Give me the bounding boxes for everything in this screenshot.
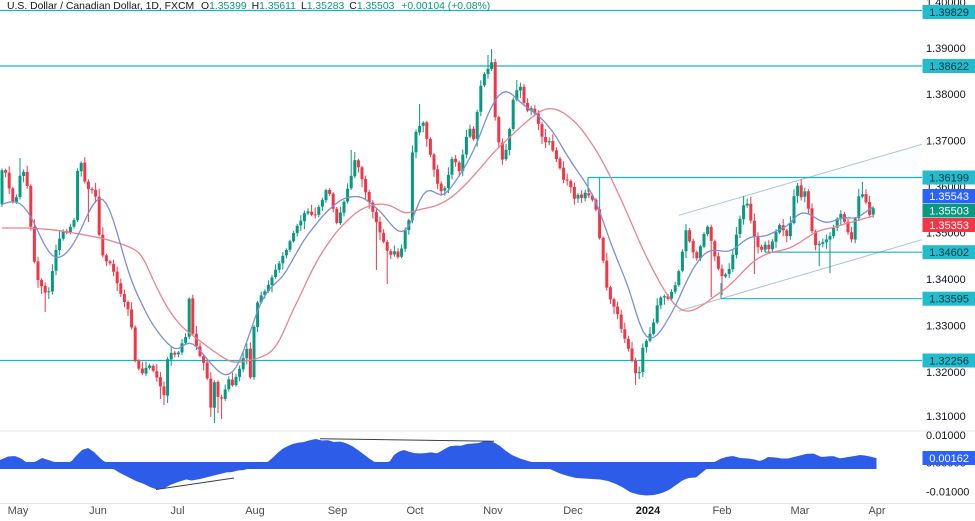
svg-text:Feb: Feb bbox=[713, 505, 732, 517]
svg-text:Sep: Sep bbox=[328, 505, 348, 517]
svg-text:1.39000: 1.39000 bbox=[926, 43, 966, 55]
svg-text:1.35503: 1.35503 bbox=[929, 205, 969, 217]
svg-text:May: May bbox=[8, 505, 29, 517]
svg-text:1.38622: 1.38622 bbox=[929, 61, 969, 73]
svg-text:1.34000: 1.34000 bbox=[926, 274, 966, 286]
svg-text:Aug: Aug bbox=[245, 505, 265, 517]
svg-text:1.33000: 1.33000 bbox=[926, 320, 966, 332]
svg-text:1.34602: 1.34602 bbox=[929, 247, 969, 259]
svg-text:1.37000: 1.37000 bbox=[926, 135, 966, 147]
svg-text:1.35353: 1.35353 bbox=[929, 220, 969, 232]
svg-text:1.36199: 1.36199 bbox=[929, 172, 969, 184]
svg-text:Dec: Dec bbox=[563, 505, 583, 517]
svg-text:1.38000: 1.38000 bbox=[926, 89, 966, 101]
svg-text:0.01000: 0.01000 bbox=[926, 430, 966, 442]
svg-text:1.35543: 1.35543 bbox=[929, 191, 969, 203]
svg-text:Nov: Nov bbox=[483, 505, 503, 517]
svg-text:Apr: Apr bbox=[868, 505, 885, 517]
svg-text:-0.01000: -0.01000 bbox=[926, 486, 969, 498]
svg-text:Mar: Mar bbox=[791, 505, 810, 517]
svg-text:1.40000: 1.40000 bbox=[926, 0, 966, 9]
svg-text:0.00162: 0.00162 bbox=[929, 453, 969, 465]
svg-text:1.32256: 1.32256 bbox=[929, 355, 969, 367]
svg-text:1.39829: 1.39829 bbox=[929, 7, 969, 19]
svg-text:1.32000: 1.32000 bbox=[926, 367, 966, 379]
svg-text:Jul: Jul bbox=[170, 505, 184, 517]
svg-text:2024: 2024 bbox=[636, 505, 661, 517]
svg-text:1.33595: 1.33595 bbox=[929, 294, 969, 306]
svg-text:Jun: Jun bbox=[89, 505, 107, 517]
svg-text:1.31000: 1.31000 bbox=[926, 411, 966, 423]
svg-text:Oct: Oct bbox=[406, 505, 423, 517]
